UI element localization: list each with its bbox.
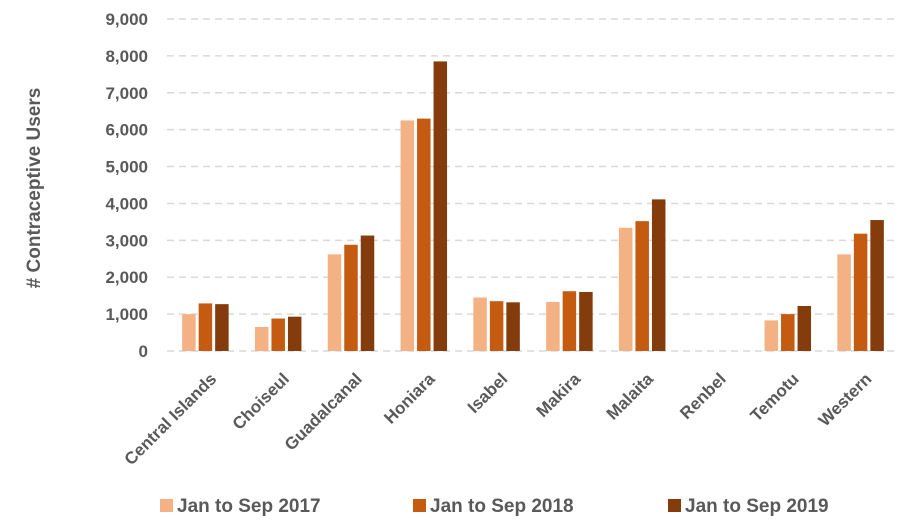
bar xyxy=(546,301,560,351)
bar xyxy=(651,199,666,351)
x-category-label: Honiara xyxy=(380,369,439,428)
bar xyxy=(506,302,520,351)
bar xyxy=(215,304,229,351)
bar xyxy=(837,254,851,351)
y-tick-label: 6,000 xyxy=(105,121,148,140)
legend: Jan to Sep 2017 Jan to Sep 2018 Jan to Sep… xyxy=(160,496,829,517)
bar xyxy=(198,303,213,351)
bar xyxy=(287,316,302,351)
bar xyxy=(618,227,633,351)
bar xyxy=(781,314,795,351)
bar xyxy=(327,254,342,351)
x-category-label: Temotu xyxy=(747,369,803,425)
gridlines xyxy=(167,18,895,352)
y-axis-title: # Contraceptive Users xyxy=(24,88,45,289)
bars xyxy=(182,61,884,352)
legend-swatch xyxy=(668,499,681,512)
bar xyxy=(489,301,504,351)
y-tick-label: 1,000 xyxy=(105,305,148,324)
bar xyxy=(433,61,448,352)
x-category-label: Choiseul xyxy=(229,369,293,433)
x-category-label: Isabel xyxy=(464,369,512,417)
x-category-label: Malaita xyxy=(603,369,658,424)
legend-swatch xyxy=(160,499,173,512)
bar xyxy=(344,244,358,351)
x-category-label: Makira xyxy=(533,369,585,421)
bar xyxy=(764,320,779,351)
bar xyxy=(797,305,812,351)
bar xyxy=(562,291,577,351)
bar xyxy=(254,327,269,351)
legend-label: Jan to Sep 2018 xyxy=(430,496,574,517)
legend-label: Jan to Sep 2017 xyxy=(177,496,321,517)
bar xyxy=(360,235,375,351)
bar xyxy=(400,120,415,351)
bar xyxy=(853,233,868,351)
y-tick-label: 9,000 xyxy=(105,10,148,29)
x-category-label: Renbel xyxy=(676,369,730,423)
bar xyxy=(182,314,196,351)
bar xyxy=(635,221,649,351)
y-tick-label: 8,000 xyxy=(105,47,148,66)
y-axis-tick-labels: 0 1,000 2,000 3,000 4,000 5,000 6,000 7,000 8,00… xyxy=(105,10,148,361)
y-tick-label: 2,000 xyxy=(105,268,148,287)
x-category-label: Guadalcanal xyxy=(281,369,366,454)
legend-swatch xyxy=(413,499,426,512)
bar xyxy=(579,291,593,351)
bar xyxy=(417,118,431,351)
x-category-label: Western xyxy=(815,369,876,430)
y-tick-label: 0 xyxy=(139,342,148,361)
bar xyxy=(870,220,884,351)
bar xyxy=(473,297,487,351)
y-tick-label: 4,000 xyxy=(105,194,148,213)
y-tick-label: 3,000 xyxy=(105,231,148,250)
legend-label: Jan to Sep 2019 xyxy=(685,496,829,517)
x-category-label: Central Islands xyxy=(121,369,221,469)
y-tick-label: 7,000 xyxy=(105,84,148,103)
y-tick-label: 5,000 xyxy=(105,158,148,177)
bar xyxy=(271,318,285,351)
